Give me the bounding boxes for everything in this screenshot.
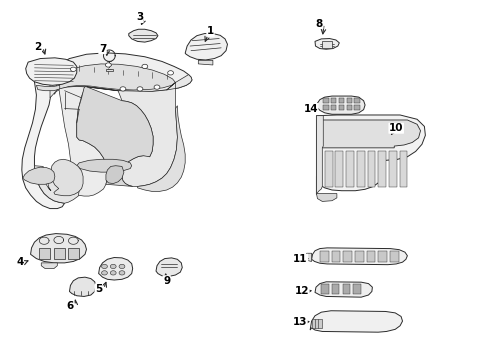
Polygon shape [356, 151, 364, 187]
Ellipse shape [142, 64, 147, 68]
Polygon shape [50, 53, 192, 98]
Polygon shape [137, 106, 185, 192]
Polygon shape [34, 166, 79, 203]
Polygon shape [322, 41, 331, 48]
Text: 7: 7 [99, 44, 106, 54]
Ellipse shape [119, 264, 124, 269]
Polygon shape [346, 105, 351, 111]
Polygon shape [330, 105, 336, 111]
Polygon shape [185, 33, 227, 60]
Polygon shape [77, 86, 153, 186]
Text: 8: 8 [315, 18, 323, 28]
Polygon shape [128, 29, 158, 42]
Polygon shape [319, 251, 328, 262]
Polygon shape [377, 251, 386, 262]
Text: 1: 1 [206, 26, 214, 36]
Polygon shape [331, 251, 340, 262]
Polygon shape [314, 39, 339, 49]
Ellipse shape [102, 271, 107, 275]
Polygon shape [346, 151, 353, 187]
Polygon shape [346, 98, 351, 103]
Polygon shape [324, 151, 332, 187]
Polygon shape [331, 284, 339, 294]
Text: 13: 13 [292, 317, 306, 327]
Polygon shape [305, 253, 311, 261]
Polygon shape [36, 85, 60, 91]
Polygon shape [54, 64, 175, 94]
Polygon shape [106, 68, 113, 71]
Text: 6: 6 [67, 301, 74, 311]
Polygon shape [322, 120, 420, 148]
Text: 5: 5 [95, 284, 102, 294]
Polygon shape [338, 98, 344, 103]
Polygon shape [377, 151, 385, 187]
Polygon shape [323, 98, 328, 103]
Ellipse shape [120, 87, 125, 91]
Polygon shape [311, 319, 322, 328]
Ellipse shape [167, 71, 173, 75]
Text: 9: 9 [163, 276, 170, 286]
Polygon shape [314, 282, 372, 297]
Ellipse shape [70, 67, 76, 71]
Polygon shape [54, 248, 64, 259]
Polygon shape [26, 58, 77, 85]
Text: 12: 12 [294, 287, 308, 296]
Polygon shape [50, 76, 118, 196]
Polygon shape [77, 159, 131, 172]
Polygon shape [39, 248, 50, 259]
Polygon shape [389, 251, 398, 262]
Polygon shape [316, 96, 365, 114]
Polygon shape [51, 159, 83, 196]
Polygon shape [354, 105, 359, 111]
Polygon shape [354, 98, 359, 103]
Ellipse shape [102, 264, 107, 269]
Polygon shape [99, 257, 132, 280]
Polygon shape [367, 151, 374, 187]
Polygon shape [330, 98, 336, 103]
Ellipse shape [110, 271, 116, 275]
Text: 3: 3 [136, 13, 143, 22]
Polygon shape [388, 151, 396, 187]
Text: 2: 2 [34, 42, 41, 52]
Polygon shape [354, 251, 363, 262]
Polygon shape [69, 277, 96, 296]
Text: 11: 11 [293, 254, 307, 264]
Polygon shape [41, 263, 57, 269]
Text: 4: 4 [16, 257, 23, 267]
Polygon shape [353, 284, 360, 294]
Polygon shape [335, 151, 343, 187]
Polygon shape [106, 166, 123, 184]
Polygon shape [399, 151, 407, 187]
Polygon shape [23, 167, 55, 184]
Polygon shape [366, 251, 374, 262]
Ellipse shape [154, 85, 160, 89]
Ellipse shape [105, 63, 111, 67]
Polygon shape [316, 115, 425, 194]
Ellipse shape [137, 87, 142, 91]
Polygon shape [323, 105, 328, 111]
Polygon shape [316, 116, 323, 194]
Polygon shape [316, 194, 336, 202]
Polygon shape [343, 251, 351, 262]
Polygon shape [118, 75, 192, 186]
Polygon shape [22, 76, 64, 208]
Ellipse shape [119, 271, 124, 275]
Polygon shape [68, 248, 79, 259]
Ellipse shape [110, 264, 116, 269]
Text: 10: 10 [388, 123, 403, 133]
Text: 14: 14 [303, 104, 317, 113]
Polygon shape [342, 284, 349, 294]
Polygon shape [311, 248, 407, 265]
Polygon shape [309, 311, 402, 332]
Polygon shape [156, 258, 182, 276]
Polygon shape [30, 234, 86, 263]
Polygon shape [338, 105, 344, 111]
Polygon shape [198, 60, 212, 65]
Polygon shape [321, 284, 328, 294]
